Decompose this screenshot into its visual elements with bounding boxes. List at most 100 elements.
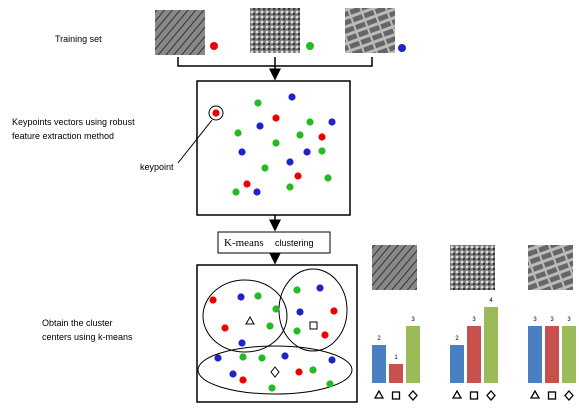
keypoint xyxy=(288,93,295,100)
value-label: 3 xyxy=(411,317,415,323)
keypoint xyxy=(238,148,245,155)
keypoint xyxy=(256,122,263,129)
box xyxy=(197,265,357,402)
keypoint xyxy=(324,174,331,181)
value-label: 3 xyxy=(533,317,537,323)
symbol xyxy=(549,392,556,399)
cluster-point xyxy=(268,384,275,391)
texture xyxy=(450,245,495,290)
cluster-point xyxy=(237,293,244,300)
symbol xyxy=(487,391,495,400)
cluster-box: Obtain the cluster centers using k-means xyxy=(42,265,357,402)
symbol xyxy=(393,392,400,399)
keypoint xyxy=(254,99,261,106)
cluster-point xyxy=(321,331,328,338)
value-label: 2 xyxy=(377,336,381,342)
pointer xyxy=(178,120,212,163)
keypoint xyxy=(294,172,301,179)
center xyxy=(271,367,279,377)
bar xyxy=(467,326,481,383)
cluster-point xyxy=(254,292,261,299)
connector xyxy=(178,57,372,66)
cluster-point xyxy=(281,352,288,359)
symbol xyxy=(409,391,417,400)
cluster-point xyxy=(229,370,236,377)
symbol xyxy=(453,391,461,398)
cluster-point xyxy=(214,354,221,361)
cluster-point xyxy=(209,296,216,303)
cluster-point xyxy=(309,366,316,373)
bar xyxy=(484,307,498,383)
cluster-point xyxy=(238,339,245,346)
keypoint xyxy=(212,109,219,116)
keypoint xyxy=(318,147,325,154)
cluster-point xyxy=(272,305,279,312)
bar xyxy=(389,364,403,383)
cluster-point xyxy=(330,307,337,314)
kmeans-title: K-means xyxy=(224,237,264,249)
dot xyxy=(398,44,406,52)
keypoint xyxy=(232,188,239,195)
bar xyxy=(406,326,420,383)
keypoint xyxy=(253,188,260,195)
keypoint xyxy=(306,118,313,125)
obtain-label: centers using k-means xyxy=(42,332,133,342)
value-label: 3 xyxy=(550,317,554,323)
cluster-point xyxy=(326,380,333,387)
texture xyxy=(528,245,573,290)
value-label: 1 xyxy=(394,355,398,361)
texture xyxy=(250,8,300,53)
keypoint xyxy=(318,133,325,140)
bar xyxy=(562,326,576,383)
cluster-point xyxy=(266,322,273,329)
training-row: Training set xyxy=(55,8,406,79)
dot xyxy=(210,42,218,50)
value-label: 3 xyxy=(567,317,571,323)
cluster-point xyxy=(239,376,246,383)
value-label: 2 xyxy=(455,336,459,342)
cluster-point xyxy=(295,368,302,375)
keypoint xyxy=(286,158,293,165)
dot xyxy=(306,42,314,50)
keypoints-label: Keypoints vectors using robust xyxy=(12,117,135,127)
texture xyxy=(345,8,395,53)
bar xyxy=(528,326,542,383)
keypoints-label: feature extraction method xyxy=(12,131,114,141)
cluster-point xyxy=(293,286,300,293)
value-label: 3 xyxy=(472,317,476,323)
kmeans-subtitle: clustering xyxy=(275,238,314,248)
center xyxy=(246,317,254,324)
keypoint xyxy=(272,114,279,121)
obtain-label: Obtain the cluster xyxy=(42,318,113,328)
training-label: Training set xyxy=(55,34,102,44)
cluster-point xyxy=(293,327,300,334)
keypoint xyxy=(261,164,268,171)
keypoint-label: keypoint xyxy=(140,162,174,172)
cluster-point xyxy=(316,284,323,291)
bar xyxy=(372,345,386,383)
keypoint xyxy=(234,129,241,136)
symbol xyxy=(531,391,539,398)
keypoint xyxy=(286,183,293,190)
keypoint xyxy=(243,180,250,187)
keypoint xyxy=(303,148,310,155)
symbol xyxy=(375,391,383,398)
texture xyxy=(155,10,205,55)
cluster-point xyxy=(221,324,228,331)
cluster-point xyxy=(296,308,303,315)
kmeans-box: K-means clustering xyxy=(218,232,330,263)
box xyxy=(197,81,350,215)
keypoint xyxy=(272,139,279,146)
cluster-point xyxy=(258,354,265,361)
diagram: Training set Keypoints vectors using rob… xyxy=(0,0,579,408)
keypoint-box: Keypoints vectors using robust feature e… xyxy=(12,81,350,230)
symbol xyxy=(471,392,478,399)
texture xyxy=(372,245,417,290)
keypoint xyxy=(328,118,335,125)
keypoint xyxy=(296,131,303,138)
cluster-point xyxy=(239,353,246,360)
cluster-point xyxy=(328,356,335,363)
center xyxy=(310,322,317,329)
keypoints xyxy=(212,93,335,195)
